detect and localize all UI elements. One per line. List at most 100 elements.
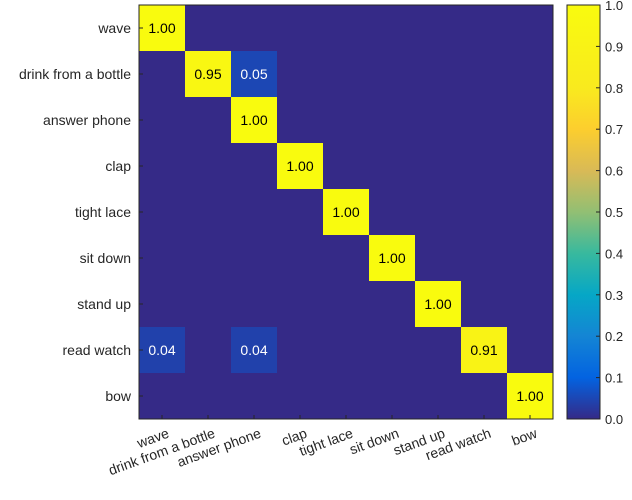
heatmap-cell (369, 5, 416, 52)
colorbar-tick-label: 0.9 (605, 39, 623, 54)
heatmap-cell (461, 5, 508, 52)
row-label: clap (105, 158, 131, 174)
heatmap-cell (277, 189, 324, 236)
heatmap-cell (415, 281, 462, 328)
colorbar-tick-label: 0.4 (605, 246, 623, 261)
heatmap-cell (277, 97, 324, 144)
row-label: stand up (77, 296, 131, 312)
heatmap-cell (185, 51, 232, 98)
colorbar-tick-label: 0.3 (605, 288, 623, 303)
heatmap-cell (139, 327, 186, 374)
heatmap-cell (369, 327, 416, 374)
row-labels: wave drink from a bottle answer phone clap t… (19, 20, 143, 404)
heatmap-cell (323, 143, 370, 190)
heatmap-cell (507, 327, 554, 374)
heatmap-cell (461, 51, 508, 98)
heatmap-cell (277, 281, 324, 328)
heatmap-cell (139, 189, 186, 236)
heatmap-cells: 1.00 0.95 0.05 1.00 1.00 1.00 1.00 1.00 0.04 0.04… (139, 5, 554, 420)
cell-value-label: 1.00 (378, 250, 405, 266)
heatmap-cell (461, 373, 508, 420)
heatmap-cell (231, 51, 278, 98)
colorbar-tick-label: 0.0 (605, 412, 623, 427)
colorbar-tick-label: 0.7 (605, 122, 623, 137)
heatmap-cell (507, 281, 554, 328)
heatmap-cell (369, 51, 416, 98)
heatmap-cell (461, 143, 508, 190)
heatmap-cell (507, 235, 554, 282)
heatmap-cell (139, 235, 186, 282)
heatmap-cell (415, 327, 462, 374)
row-label: answer phone (43, 112, 131, 128)
heatmap-cell (323, 281, 370, 328)
heatmap-cell (415, 373, 462, 420)
heatmap-cell (415, 143, 462, 190)
cell-value-label: 0.04 (148, 342, 175, 358)
heatmap-cell (323, 51, 370, 98)
cell-value-label: 0.91 (470, 342, 497, 358)
cell-value-label: 1.00 (286, 158, 313, 174)
cell-value-label: 1.00 (424, 296, 451, 312)
heatmap-cell (369, 143, 416, 190)
heatmap-cell (185, 97, 232, 144)
cell-value-label: 1.00 (148, 20, 175, 36)
row-label: wave (97, 20, 131, 36)
heatmap-cell (277, 373, 324, 420)
row-label: drink from a bottle (19, 66, 131, 82)
heatmap-cell (231, 143, 278, 190)
colorbar-tick-label: 0.1 (605, 371, 623, 386)
heatmap-cell (369, 235, 416, 282)
cell-value-label: 0.04 (240, 342, 267, 358)
cell-value-label: 1.00 (240, 112, 267, 128)
heatmap-cell (185, 5, 232, 52)
heatmap-cell (185, 327, 232, 374)
heatmap-cell (461, 235, 508, 282)
colorbar-tick-label: 0.2 (605, 329, 623, 344)
row-label: read watch (63, 342, 131, 358)
heatmap-cell (231, 327, 278, 374)
heatmap-cell (369, 281, 416, 328)
row-label: tight lace (75, 204, 131, 220)
heatmap-cell (231, 189, 278, 236)
heatmap-cell (415, 97, 462, 144)
column-label: bow (509, 424, 539, 448)
colorbar-tick-label: 0.5 (605, 205, 623, 220)
heatmap-cell (369, 97, 416, 144)
heatmap-cell (185, 281, 232, 328)
cell-value-label: 0.95 (194, 66, 221, 82)
heatmap-cell (461, 97, 508, 144)
heatmap-cell (139, 143, 186, 190)
colorbar-ticks: 0.0 0.1 0.2 0.3 0.4 0.5 0.6 0.7 0.8 0.9 1.0 (596, 0, 623, 427)
heatmap-cell (185, 189, 232, 236)
heatmap-cell (323, 235, 370, 282)
heatmap-cell (461, 327, 508, 374)
heatmap-cell (185, 373, 232, 420)
colorbar-tick-label: 1.0 (605, 0, 623, 13)
heatmap-cell (277, 143, 324, 190)
heatmap-cell (461, 189, 508, 236)
heatmap-cell (369, 373, 416, 420)
heatmap-cell (415, 5, 462, 52)
heatmap-cell (507, 189, 554, 236)
heatmap-cell (369, 189, 416, 236)
column-label: sit down (347, 425, 401, 458)
heatmap-cell (185, 235, 232, 282)
heatmap-cell (231, 373, 278, 420)
row-label: bow (105, 388, 132, 404)
heatmap-cell (231, 235, 278, 282)
heatmap-cell (277, 235, 324, 282)
heatmap-cell (415, 51, 462, 98)
heatmap-cell (323, 373, 370, 420)
heatmap-cell (323, 97, 370, 144)
heatmap-cell (139, 97, 186, 144)
colorbar-gradient (566, 4, 601, 420)
heatmap-cell (323, 189, 370, 236)
cell-value-label: 1.00 (332, 204, 359, 220)
heatmap-cell (277, 51, 324, 98)
heatmap-cell (507, 51, 554, 98)
heatmap-cell (461, 281, 508, 328)
heatmap-cell (323, 5, 370, 52)
heatmap-cell (415, 189, 462, 236)
